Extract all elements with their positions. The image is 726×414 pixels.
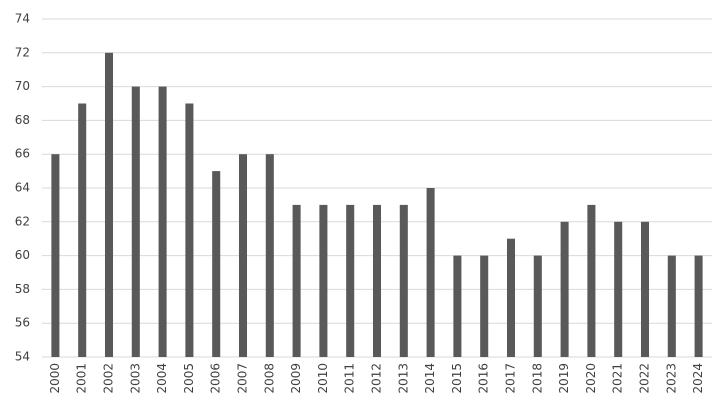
x-tick-label: 2019 (557, 363, 571, 394)
bar (185, 103, 194, 357)
x-tick-label: 2004 (155, 363, 169, 394)
bar (372, 204, 382, 357)
x-tick-label: 2002 (102, 363, 116, 394)
bar (640, 221, 650, 357)
bar (238, 154, 248, 357)
x-tick-label: 2009 (289, 363, 303, 394)
x-tick-label: 2020 (584, 363, 598, 394)
x-tick-label: 2024 (691, 363, 705, 394)
y-tick-label: 74 (15, 12, 30, 26)
bar (131, 86, 140, 357)
x-tick-label: 2023 (664, 363, 678, 394)
bar (51, 154, 60, 357)
x-tick-label: 2003 (128, 363, 142, 394)
bar (212, 171, 221, 357)
x-tick-label: 2001 (75, 363, 89, 394)
y-tick-label: 54 (15, 350, 30, 364)
x-tick-label: 2014 (423, 363, 437, 394)
bar (78, 103, 87, 357)
x-tick-label: 2011 (343, 363, 357, 394)
x-tick-label: 2013 (396, 363, 410, 394)
y-tick-label: 60 (15, 248, 30, 262)
bar (560, 221, 569, 357)
bar (587, 204, 596, 357)
x-tick-label: 2007 (236, 363, 250, 394)
x-tick-label: 2010 (316, 363, 330, 394)
bar (480, 255, 489, 357)
x-tick-label: 2021 (611, 363, 625, 394)
y-tick-label: 62 (15, 214, 30, 228)
bar (426, 188, 435, 357)
x-tick-label: 2006 (209, 363, 223, 394)
y-tick-label: 72 (15, 45, 30, 59)
bar (399, 204, 408, 357)
bar (104, 52, 114, 358)
bar (506, 238, 516, 357)
y-tick-label: 70 (15, 79, 30, 93)
y-tick-label: 56 (15, 316, 30, 330)
bar (614, 221, 623, 357)
bar (694, 255, 703, 357)
x-tick-label: 2022 (638, 363, 652, 394)
x-tick-label: 2016 (477, 363, 491, 394)
bar (667, 255, 676, 357)
x-tick-label: 2005 (182, 363, 196, 394)
x-tick-label: 2008 (262, 363, 276, 394)
bar (265, 154, 274, 357)
bar (319, 204, 328, 357)
x-tick-label: 2012 (370, 363, 384, 394)
y-tick-label: 68 (15, 113, 30, 127)
y-tick-label: 66 (15, 147, 30, 161)
bar (292, 204, 301, 357)
y-tick-label: 58 (15, 282, 30, 296)
y-tick-label: 64 (15, 181, 30, 195)
bar (158, 86, 167, 357)
bar (453, 255, 462, 357)
bar (346, 204, 355, 357)
x-tick-label: 2018 (530, 363, 544, 394)
x-tick-label: 2017 (504, 363, 518, 394)
x-tick-label: 2015 (450, 363, 464, 394)
x-tick-label: 2000 (48, 363, 62, 394)
bar (533, 255, 542, 357)
